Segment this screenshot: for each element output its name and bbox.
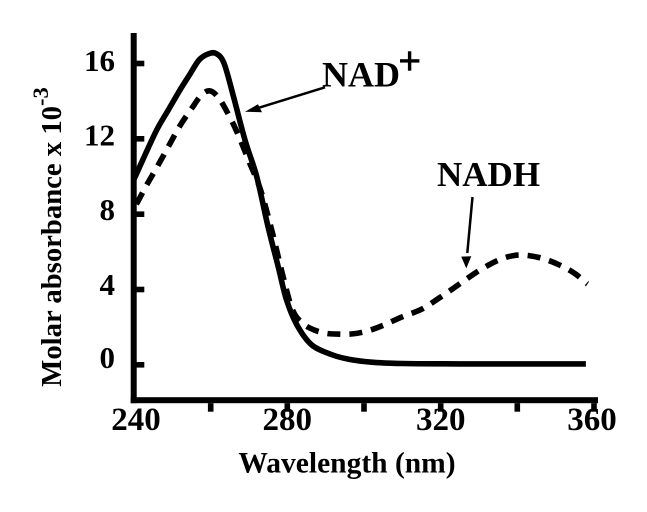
svg-text:16: 16 bbox=[84, 43, 115, 78]
svg-text:280: 280 bbox=[263, 402, 313, 438]
svg-text:Wavelength (nm): Wavelength (nm) bbox=[238, 448, 455, 480]
svg-text:8: 8 bbox=[100, 192, 116, 227]
svg-text:NAD: NAD bbox=[322, 55, 400, 95]
svg-text:4: 4 bbox=[100, 267, 116, 302]
svg-text:360: 360 bbox=[567, 402, 617, 438]
svg-text:12: 12 bbox=[84, 117, 115, 152]
svg-text:0: 0 bbox=[100, 340, 116, 375]
svg-text:NADH: NADH bbox=[437, 155, 540, 194]
svg-text:320: 320 bbox=[416, 402, 466, 438]
svg-text:240: 240 bbox=[111, 402, 161, 438]
